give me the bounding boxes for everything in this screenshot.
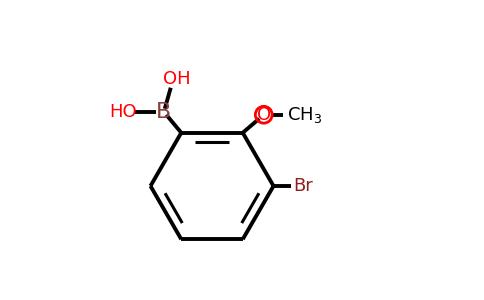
Text: B: B — [156, 102, 171, 122]
Text: HO: HO — [109, 103, 136, 121]
Text: CH$_3$: CH$_3$ — [287, 105, 322, 125]
Text: O: O — [257, 106, 271, 124]
Text: Br: Br — [294, 177, 313, 195]
Text: OH: OH — [163, 70, 191, 88]
